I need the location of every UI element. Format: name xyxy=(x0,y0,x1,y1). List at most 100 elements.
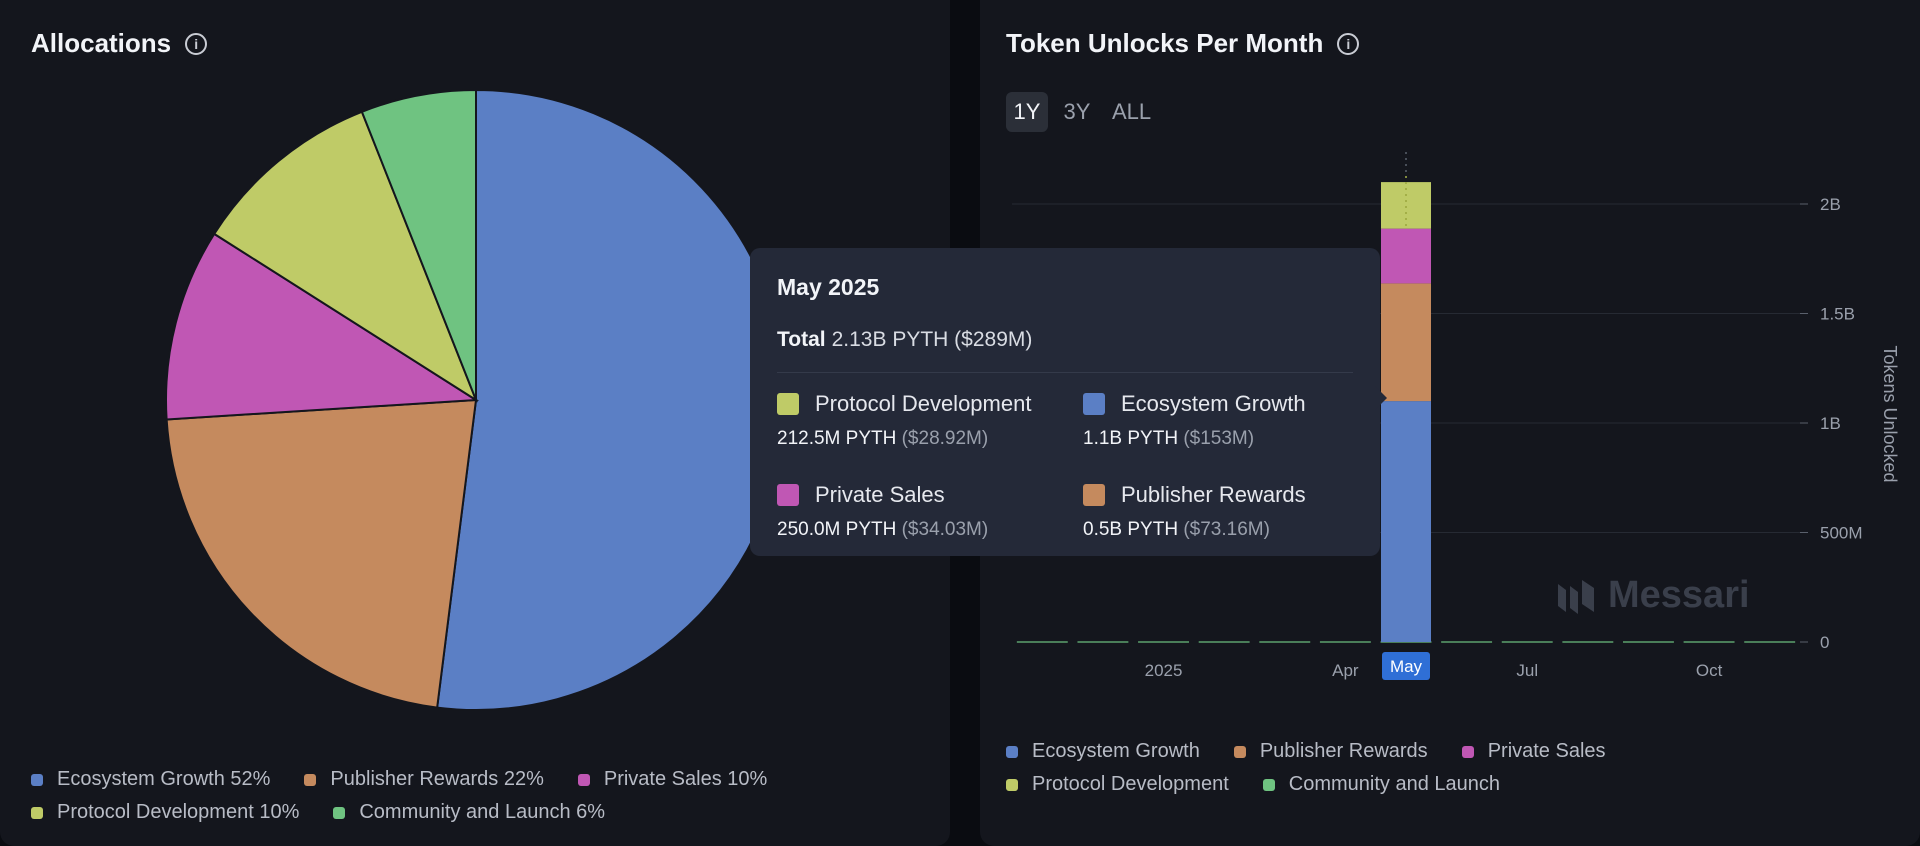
x-tick-label: Oct xyxy=(1696,661,1723,680)
legend-swatch xyxy=(333,806,346,819)
y-tick-label: 0 xyxy=(1820,633,1829,652)
range-tab-1y[interactable]: 1Y xyxy=(1006,92,1048,132)
tooltip-swatch xyxy=(777,393,799,415)
y-tick-label: 1B xyxy=(1820,414,1841,433)
tooltip-item-value: 1.1B PYTH ($153M) xyxy=(1083,428,1373,450)
tooltip-item-name: Ecosystem Growth xyxy=(1083,391,1373,417)
tooltip-swatch xyxy=(1083,393,1105,415)
tooltip-item-label: Private Sales xyxy=(815,482,945,507)
tooltip-item-label: Publisher Rewards xyxy=(1121,482,1306,507)
bar-segment-ecosystem-growth[interactable] xyxy=(1381,401,1431,642)
watermark-text: Messari xyxy=(1608,574,1750,616)
tooltip-total: Total 2.13B PYTH ($289M) xyxy=(777,328,1353,352)
allocations-pie-chart xyxy=(165,88,787,711)
tooltip-item-private-sales: Private Sales 250.0M PYTH ($34.03M) xyxy=(777,482,1083,541)
tooltip-month: May 2025 xyxy=(777,274,880,300)
legend-item-private-sales[interactable]: Private Sales xyxy=(1461,740,1606,763)
tooltip-pointer xyxy=(1375,386,1387,410)
tooltip-item-usd: ($34.03M) xyxy=(901,519,989,540)
messari-watermark: Messari xyxy=(1556,574,1750,617)
legend-swatch xyxy=(31,806,43,819)
tooltip-item-name: Publisher Rewards xyxy=(1083,482,1373,508)
legend-item-community-and-launch[interactable]: Community and Launch 6% xyxy=(333,801,605,824)
tooltip-item-usd: ($73.16M) xyxy=(1183,519,1270,540)
pie-slice-private-sales[interactable] xyxy=(165,232,480,421)
tooltip-item-name: Protocol Development xyxy=(777,391,1083,417)
legend-item-ecosystem-growth[interactable]: Ecosystem Growth 52% xyxy=(31,768,270,791)
tooltip-total-value: 2.13B PYTH ($289M) xyxy=(831,328,1033,351)
bar-segment-private-sales[interactable] xyxy=(1381,228,1431,284)
y-tick-label: 1.5B xyxy=(1820,305,1855,324)
legend-label: Publisher Rewards xyxy=(1259,740,1428,762)
tooltip-swatch xyxy=(1083,484,1105,506)
y-axis-label: Tokens Unlocked xyxy=(1880,345,1900,482)
tooltip-item-amount: 0.5B PYTH xyxy=(1083,519,1184,540)
y-tick-label: 2B xyxy=(1820,195,1841,214)
pie-slice-publisher-rewards[interactable] xyxy=(165,398,478,709)
tooltip-item-name: Private Sales xyxy=(777,482,1083,508)
legend-item-ecosystem-growth[interactable]: Ecosystem Growth xyxy=(1006,740,1200,763)
tooltip-item-usd: ($28.92M) xyxy=(901,428,989,449)
allocations-title: Allocations i xyxy=(31,28,208,59)
unlocks-title-text: Token Unlocks Per Month xyxy=(1006,28,1324,58)
x-tick-label: 2025 xyxy=(1145,661,1183,680)
legend-item-publisher-rewards[interactable]: Publisher Rewards xyxy=(1233,740,1428,763)
range-tab-3y[interactable]: 3Y xyxy=(1063,99,1091,124)
legend-swatch xyxy=(1461,745,1474,758)
x-tick-label: Apr xyxy=(1332,661,1359,680)
range-tab-all[interactable]: ALL xyxy=(1112,99,1152,124)
legend-swatch xyxy=(577,773,590,786)
messari-logo-icon xyxy=(1558,579,1594,614)
tooltip-divider xyxy=(777,372,1353,373)
tooltip-swatch xyxy=(777,484,799,506)
legend-swatch xyxy=(304,773,317,786)
legend-label: Ecosystem Growth xyxy=(1032,740,1200,762)
tooltip-item-value: 0.5B PYTH ($73.16M) xyxy=(1083,519,1373,541)
tooltip-item-usd: ($153M) xyxy=(1183,428,1255,449)
legend-label: Ecosystem Growth 52% xyxy=(57,768,271,790)
x-tick-label: May xyxy=(1390,657,1423,676)
legend-item-community-and-launch[interactable]: Community and Launch xyxy=(1262,773,1500,796)
tooltip-item-value: 250.0M PYTH ($34.03M) xyxy=(777,519,1083,541)
tooltip-item-protocol-development: Protocol Development 212.5M PYTH ($28.92M… xyxy=(777,391,1083,450)
legend-item-private-sales[interactable]: Private Sales 10% xyxy=(577,768,768,791)
tooltip-item-amount: 250.0M PYTH xyxy=(777,519,902,540)
y-tick-label: 500M xyxy=(1820,524,1863,543)
legend-label: Private Sales xyxy=(1487,740,1606,762)
legend-item-publisher-rewards[interactable]: Publisher Rewards 22% xyxy=(304,768,544,791)
info-icon[interactable]: i xyxy=(185,32,208,55)
tooltip-item-value: 212.5M PYTH ($28.92M) xyxy=(777,428,1083,450)
range-tabs: 1Y 3Y ALL xyxy=(1006,92,1157,132)
pie-slice-community-and-launch[interactable] xyxy=(360,88,477,401)
tooltip-item-label: Protocol Development xyxy=(815,391,1032,416)
legend-label: Protocol Development xyxy=(1032,773,1229,795)
unlocks-title: Token Unlocks Per Month i xyxy=(1006,28,1360,59)
tooltip-item-amount: 212.5M PYTH xyxy=(777,428,902,449)
legend-swatch xyxy=(1006,745,1018,758)
legend-item-protocol-development[interactable]: Protocol Development xyxy=(1006,773,1229,796)
legend-label: Private Sales 10% xyxy=(603,768,768,790)
unlocks-legend: Ecosystem Growth Publisher Rewards Private… xyxy=(1006,740,1896,796)
tooltip-item-ecosystem-growth: Ecosystem Growth 1.1B PYTH ($153M) xyxy=(1083,391,1373,450)
allocations-legend: Ecosystem Growth 52% Publisher Rewards 22… xyxy=(31,768,911,824)
legend-swatch xyxy=(31,773,43,786)
legend-item-protocol-development[interactable]: Protocol Development 10% xyxy=(31,801,299,824)
tooltip-item-label: Ecosystem Growth xyxy=(1121,391,1306,416)
tooltip-item-amount: 1.1B PYTH xyxy=(1083,428,1184,449)
x-tick-label: Jul xyxy=(1516,661,1538,680)
legend-label: Community and Launch 6% xyxy=(359,801,606,823)
legend-label: Protocol Development 10% xyxy=(57,801,300,823)
tooltip-total-label: Total xyxy=(777,328,826,351)
pie-slice-protocol-development[interactable] xyxy=(212,110,479,403)
x-tick-highlight xyxy=(1382,652,1430,680)
legend-label: Publisher Rewards 22% xyxy=(330,768,544,790)
legend-swatch xyxy=(1262,778,1275,791)
tooltip-item-publisher-rewards: Publisher Rewards 0.5B PYTH ($73.16M) xyxy=(1083,482,1373,541)
chart-tooltip: May 2025 Total 2.13B PYTH ($289M) Protoco… xyxy=(750,248,1380,556)
info-icon[interactable]: i xyxy=(1337,32,1360,55)
tooltip-items: Protocol Development 212.5M PYTH ($28.92M… xyxy=(777,391,1353,541)
bar-segment-publisher-rewards[interactable] xyxy=(1381,283,1431,402)
allocations-title-text: Allocations xyxy=(31,28,172,58)
legend-swatch xyxy=(1233,745,1246,758)
